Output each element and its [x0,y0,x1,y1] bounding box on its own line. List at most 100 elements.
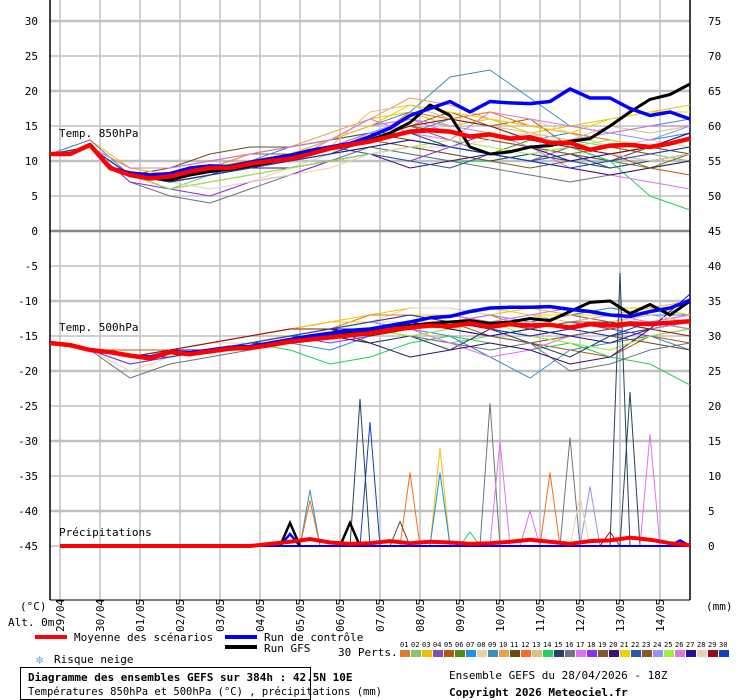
member-swatch-16 [565,650,575,657]
member-swatch-26 [675,650,685,657]
legend-control-label: Run de contrôle [264,631,363,644]
y-tick-left-t500: -20 [18,365,38,378]
member-label-25: 25 [664,641,672,649]
precip-member-3 [429,447,451,547]
member-swatch-24 [653,650,663,657]
y-tick-left-t850: 20 [25,85,38,98]
y-tick-right-precip: 35 [708,295,721,308]
member-swatch-29 [708,650,718,657]
member-swatch-02 [411,650,421,657]
precip-member-24 [579,486,601,547]
member-label-26: 26 [675,641,683,649]
member-swatch-25 [664,650,674,657]
member-label-23: 23 [642,641,650,649]
y-tick-left-t850: 0 [31,225,38,238]
t500-mean [49,319,691,361]
member-swatch-03 [422,650,432,657]
member-label-15: 15 [554,641,562,649]
precip-member-16 [559,437,581,547]
y-tick-right-t850: 60 [708,120,721,133]
member-label-21: 21 [620,641,628,649]
member-swatch-15 [554,650,564,657]
x-date-label: 29/04 [54,599,67,632]
precip-label: Précipitations [59,526,152,539]
legend-perts-label: 30 Perts. [338,646,398,659]
t850-label: Temp. 850hPa [59,127,138,140]
x-date-label: 09/05 [454,599,467,632]
y-tick-right-precip: 40 [708,260,721,273]
member-label-12: 12 [521,641,529,649]
grid [50,0,690,600]
member-swatch-10 [499,650,509,657]
x-date-label: 02/05 [174,599,187,632]
unit-right: (mm) [706,600,733,613]
member-swatch-14 [543,650,553,657]
precip-member-17 [519,509,541,547]
run-info: Ensemble GEFS du 28/04/2026 - 18Z [449,669,668,682]
snowflake-icon: ❄ [36,653,43,667]
member-label-04: 04 [433,641,441,649]
member-swatch-12 [521,650,531,657]
member-swatch-17 [576,650,586,657]
precip-member-16 [479,403,501,547]
y-tick-left-t500: -5 [25,260,38,273]
y-tick-left-t850: 10 [25,155,38,168]
y-tick-right-t850: 75 [708,15,721,28]
t500-label: Temp. 500hPa [59,321,138,334]
y-tick-right-t850: 45 [708,225,721,238]
member-swatch-21 [620,650,630,657]
member-label-07: 07 [466,641,474,649]
y-tick-left-t500: -30 [18,435,38,448]
member-swatch-01 [400,650,410,657]
member-swatch-27 [686,650,696,657]
t500-control [49,298,691,359]
precip-member-15 [609,272,631,547]
member-swatch-13 [532,650,542,657]
x-date-label: 11/05 [534,599,547,632]
member-label-01: 01 [400,641,408,649]
member-label-29: 29 [708,641,716,649]
y-tick-right-precip: 30 [708,330,721,343]
y-tick-left-t500: -25 [18,400,38,413]
precip-member-14 [459,531,481,547]
legend-snow-label: Risque neige [54,653,133,666]
copyright: Copyright 2026 Meteociel.fr [449,686,628,699]
x-date-label: 03/05 [214,599,227,632]
y-tick-left-t500: -35 [18,470,38,483]
member-label-30: 30 [719,641,727,649]
precip-member-15 [349,398,371,547]
member-swatch-19 [598,650,608,657]
member-label-03: 03 [422,641,430,649]
member-label-27: 27 [686,641,694,649]
member-swatch-22 [631,650,641,657]
precip-member-9 [299,489,321,547]
unit-left: (°C) [20,600,47,613]
x-date-label: 14/05 [654,599,667,632]
member-label-10: 10 [499,641,507,649]
member-swatch-30 [719,650,729,657]
x-date-label: 10/05 [494,599,507,632]
series [49,69,691,548]
y-tick-right-precip: 10 [708,470,721,483]
members-legend: 01 02 03 04 05 06 07 08 09 10 11 12 13 14 15 16 17 18 19 20… [400,641,729,657]
member-label-09: 09 [488,641,496,649]
precip-member-7 [429,472,451,547]
member-label-05: 05 [444,641,452,649]
y-tick-left-t850: 15 [25,120,38,133]
precip-member-17 [639,433,661,547]
x-date-label: 30/04 [94,599,107,632]
member-label-06: 06 [455,641,463,649]
y-tick-left-t850: 5 [31,190,38,203]
member-swatch-06 [455,650,465,657]
precip-member-11 [389,520,411,547]
chart-subtitle: Températures 850hPa et 500hPa (°C) , pré… [28,686,382,698]
x-date-label: 06/05 [334,599,347,632]
precip-member-12 [299,500,321,547]
member-swatch-23 [642,650,652,657]
member-label-02: 02 [411,641,419,649]
member-swatch-18 [587,650,597,657]
y-tick-left-t500: -15 [18,330,38,343]
member-label-19: 19 [598,641,606,649]
precip-member-8 [569,496,591,547]
y-tick-left-t500: -45 [18,540,38,553]
